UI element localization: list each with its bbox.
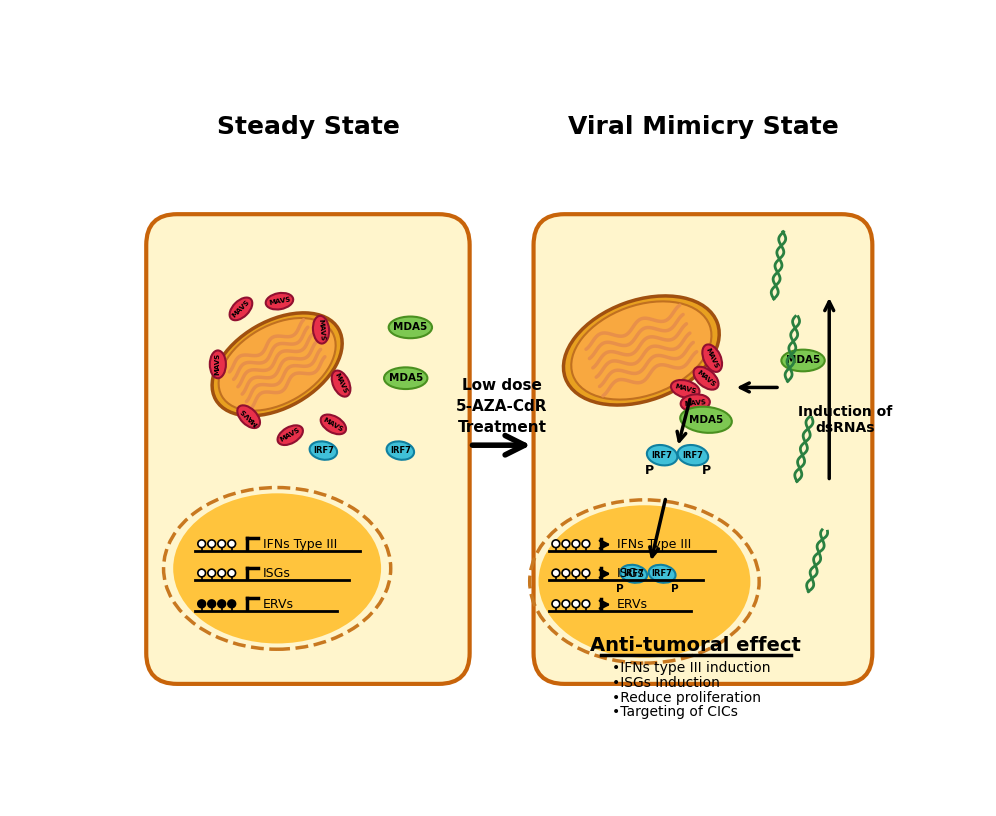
Circle shape: [552, 570, 560, 577]
Text: IFNs Type III: IFNs Type III: [263, 538, 337, 551]
Ellipse shape: [386, 441, 414, 459]
Ellipse shape: [230, 298, 252, 320]
Text: Induction of
dsRNAs: Induction of dsRNAs: [798, 405, 891, 435]
Text: IRF7: IRF7: [313, 446, 334, 455]
Text: Viral Mimicry State: Viral Mimicry State: [568, 115, 839, 140]
Circle shape: [208, 540, 215, 548]
Ellipse shape: [210, 350, 226, 379]
Circle shape: [572, 570, 580, 577]
Circle shape: [562, 570, 570, 577]
Ellipse shape: [693, 366, 718, 389]
Circle shape: [228, 570, 236, 577]
Text: MAVS: MAVS: [334, 372, 349, 395]
Text: •Reduce proliferation: •Reduce proliferation: [613, 691, 761, 705]
Circle shape: [552, 540, 560, 548]
Text: MAVS: MAVS: [215, 353, 221, 375]
Text: MAVS: MAVS: [231, 299, 251, 319]
Ellipse shape: [671, 380, 699, 398]
Text: MAVS: MAVS: [705, 347, 719, 370]
Ellipse shape: [310, 441, 337, 459]
Ellipse shape: [237, 406, 260, 428]
Circle shape: [552, 600, 560, 608]
Ellipse shape: [702, 344, 722, 372]
Circle shape: [198, 570, 205, 577]
Text: MAVS: MAVS: [279, 427, 302, 443]
Circle shape: [562, 600, 570, 608]
Text: IRF7: IRF7: [389, 446, 410, 455]
Text: ERVs: ERVs: [263, 598, 294, 611]
Circle shape: [562, 540, 570, 548]
Ellipse shape: [321, 415, 346, 434]
Circle shape: [198, 540, 205, 548]
Ellipse shape: [621, 565, 647, 583]
Text: MDA5: MDA5: [388, 373, 423, 384]
Ellipse shape: [218, 318, 336, 410]
Circle shape: [572, 540, 580, 548]
Text: Low dose
5-AZA-CdR
Treatment: Low dose 5-AZA-CdR Treatment: [456, 378, 548, 435]
Text: MDA5: MDA5: [689, 415, 723, 425]
Text: MDA5: MDA5: [393, 322, 427, 332]
Text: P: P: [701, 464, 710, 477]
Ellipse shape: [278, 425, 303, 445]
FancyBboxPatch shape: [534, 214, 872, 684]
Circle shape: [218, 570, 225, 577]
Text: MAVS: MAVS: [239, 406, 259, 427]
Ellipse shape: [332, 370, 351, 397]
Ellipse shape: [313, 316, 329, 344]
Circle shape: [228, 600, 236, 608]
Circle shape: [208, 570, 215, 577]
Ellipse shape: [564, 296, 719, 405]
Ellipse shape: [680, 394, 710, 411]
Circle shape: [572, 600, 580, 608]
Text: •ISGs Induction: •ISGs Induction: [613, 676, 720, 690]
Text: Steady State: Steady State: [216, 115, 399, 140]
Ellipse shape: [677, 445, 708, 465]
Text: MAVS: MAVS: [268, 296, 291, 306]
Text: MAVS: MAVS: [695, 369, 716, 388]
Ellipse shape: [539, 505, 750, 658]
Circle shape: [208, 600, 215, 608]
Text: IRF7: IRF7: [682, 450, 703, 459]
Text: •Targeting of CICs: •Targeting of CICs: [613, 705, 738, 720]
Circle shape: [582, 570, 590, 577]
Text: Anti-tumoral effect: Anti-tumoral effect: [590, 636, 801, 655]
Ellipse shape: [266, 293, 293, 309]
Text: P: P: [616, 584, 623, 594]
Text: MDA5: MDA5: [786, 356, 820, 366]
FancyBboxPatch shape: [146, 214, 470, 684]
Text: MAVS: MAVS: [673, 384, 697, 395]
Text: ISGs: ISGs: [617, 567, 644, 580]
Text: MAVS: MAVS: [317, 318, 325, 341]
Text: IRF7: IRF7: [651, 570, 672, 579]
Ellipse shape: [572, 301, 711, 400]
Ellipse shape: [384, 367, 427, 389]
Circle shape: [582, 600, 590, 608]
Ellipse shape: [388, 317, 432, 338]
Ellipse shape: [680, 406, 732, 432]
Ellipse shape: [646, 445, 677, 465]
Ellipse shape: [212, 313, 343, 416]
Text: ERVs: ERVs: [617, 598, 647, 611]
Text: •IFNs type III induction: •IFNs type III induction: [613, 662, 771, 676]
Text: IFNs Type III: IFNs Type III: [617, 538, 691, 551]
Ellipse shape: [648, 565, 675, 583]
Circle shape: [228, 540, 236, 548]
Circle shape: [218, 540, 225, 548]
Circle shape: [218, 600, 225, 608]
Text: P: P: [671, 584, 679, 594]
Text: P: P: [644, 464, 653, 477]
Text: ISGs: ISGs: [263, 567, 291, 580]
Text: IRF7: IRF7: [623, 570, 644, 579]
Text: MAVS: MAVS: [323, 416, 345, 432]
Circle shape: [582, 540, 590, 548]
Ellipse shape: [782, 349, 825, 371]
Ellipse shape: [173, 494, 381, 644]
Circle shape: [198, 600, 205, 608]
Text: IRF7: IRF7: [651, 450, 672, 459]
Text: MAVS: MAVS: [684, 399, 706, 407]
